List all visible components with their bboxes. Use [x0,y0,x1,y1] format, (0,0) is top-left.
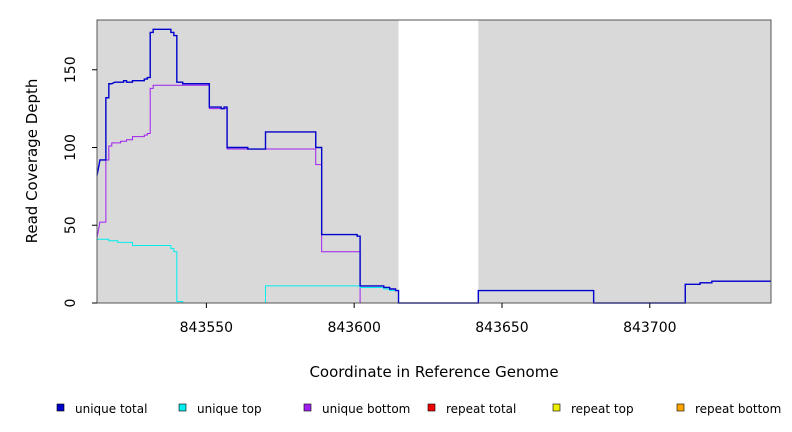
y-axis: 0 50 100 150 [63,56,97,307]
legend-item-repeat-total: repeat total [427,402,516,416]
plot-background [97,20,771,303]
legend-label: unique top [197,402,262,416]
legend-label: repeat top [571,402,634,416]
legend-label: repeat total [446,402,516,416]
legend-swatch [427,403,436,412]
legend-item-unique-total: unique total [56,402,147,416]
x-tick-label: 843650 [475,320,528,336]
legend-item-repeat-bottom: repeat bottom [676,402,781,416]
legend-label: repeat bottom [695,402,781,416]
legend-item-repeat-top: repeat top [552,402,634,416]
series-line-unique-total [96,28,771,304]
x-tick-label: 843600 [327,320,380,336]
legend-swatch [303,403,312,412]
legend-swatch [676,403,685,412]
x-axis-title: Coordinate in Reference Genome [309,363,558,381]
series-line-unique-top [97,238,771,304]
legend: unique total unique top unique bottom repea… [56,402,781,416]
y-tick-label: 0 [63,299,79,308]
legend-label: unique bottom [322,402,410,416]
plot-frame [96,19,772,304]
legend-swatch [56,403,65,412]
legend-swatch [552,403,561,412]
x-axis: 843550 843600 843650 843700 [180,303,677,336]
y-tick-label: 50 [63,216,79,234]
legend-label: unique total [75,402,147,416]
y-tick-label: 100 [63,134,79,161]
unshaded-region-0 [398,20,479,303]
x-tick-label: 843550 [180,320,233,336]
x-tick-label: 843700 [623,320,676,336]
y-axis-title: Read Coverage Depth [23,79,41,244]
legend-item-unique-bottom: unique bottom [303,402,410,416]
legend-item-unique-top: unique top [178,402,262,416]
y-tick-label: 150 [63,56,79,83]
legend-swatch [178,403,187,412]
